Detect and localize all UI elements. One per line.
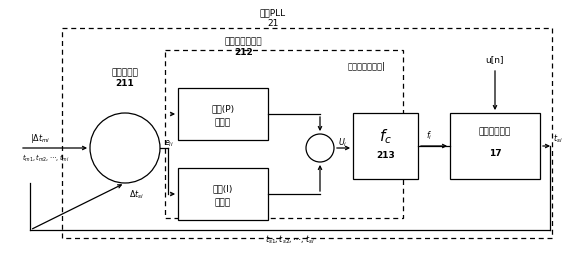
Text: $\Delta t_{si}$: $\Delta t_{si}$ (129, 188, 144, 200)
Ellipse shape (90, 113, 160, 183)
Text: 数字PLL: 数字PLL (260, 8, 286, 17)
Text: $f_i$: $f_i$ (426, 130, 432, 142)
Bar (178, 168, 268, 220)
Text: $e_{ii}$: $e_{ii}$ (164, 139, 174, 149)
Text: 数字环路滤波器: 数字环路滤波器 (225, 37, 263, 46)
Text: 211: 211 (116, 79, 134, 88)
Text: 212: 212 (234, 48, 253, 57)
Text: 本地时钟模块: 本地时钟模块 (479, 127, 511, 136)
Text: u[n]: u[n] (486, 55, 504, 64)
Bar (165, 50, 403, 218)
Bar (353, 113, 418, 179)
Text: $f_c$: $f_c$ (379, 127, 392, 146)
Text: 21: 21 (267, 19, 278, 28)
Text: $t_{si}$: $t_{si}$ (553, 133, 562, 145)
Bar (178, 88, 268, 140)
Text: 17: 17 (489, 149, 501, 158)
Text: 控制器: 控制器 (215, 118, 231, 127)
Text: $t_{m1},t_{m2},\cdots,t_{mi}$: $t_{m1},t_{m2},\cdots,t_{mi}$ (22, 153, 70, 164)
Text: $t_{s1},t_{s2},\cdots,t_{si}$: $t_{s1},t_{s2},\cdots,t_{si}$ (265, 233, 315, 246)
Text: 213: 213 (376, 151, 395, 160)
Text: 数字控制振荡器|: 数字控制振荡器| (348, 62, 386, 71)
Bar (62, 28, 552, 238)
Circle shape (306, 134, 334, 162)
Text: 控制器: 控制器 (215, 198, 231, 207)
Text: 比例(P): 比例(P) (211, 104, 235, 113)
Text: 积分(I): 积分(I) (213, 184, 233, 193)
Text: $|\Delta t_{mi}$: $|\Delta t_{mi}$ (30, 132, 51, 145)
Text: $U_i$: $U_i$ (338, 136, 347, 148)
Text: 数字鉴相器: 数字鉴相器 (112, 68, 138, 77)
Bar (450, 113, 540, 179)
